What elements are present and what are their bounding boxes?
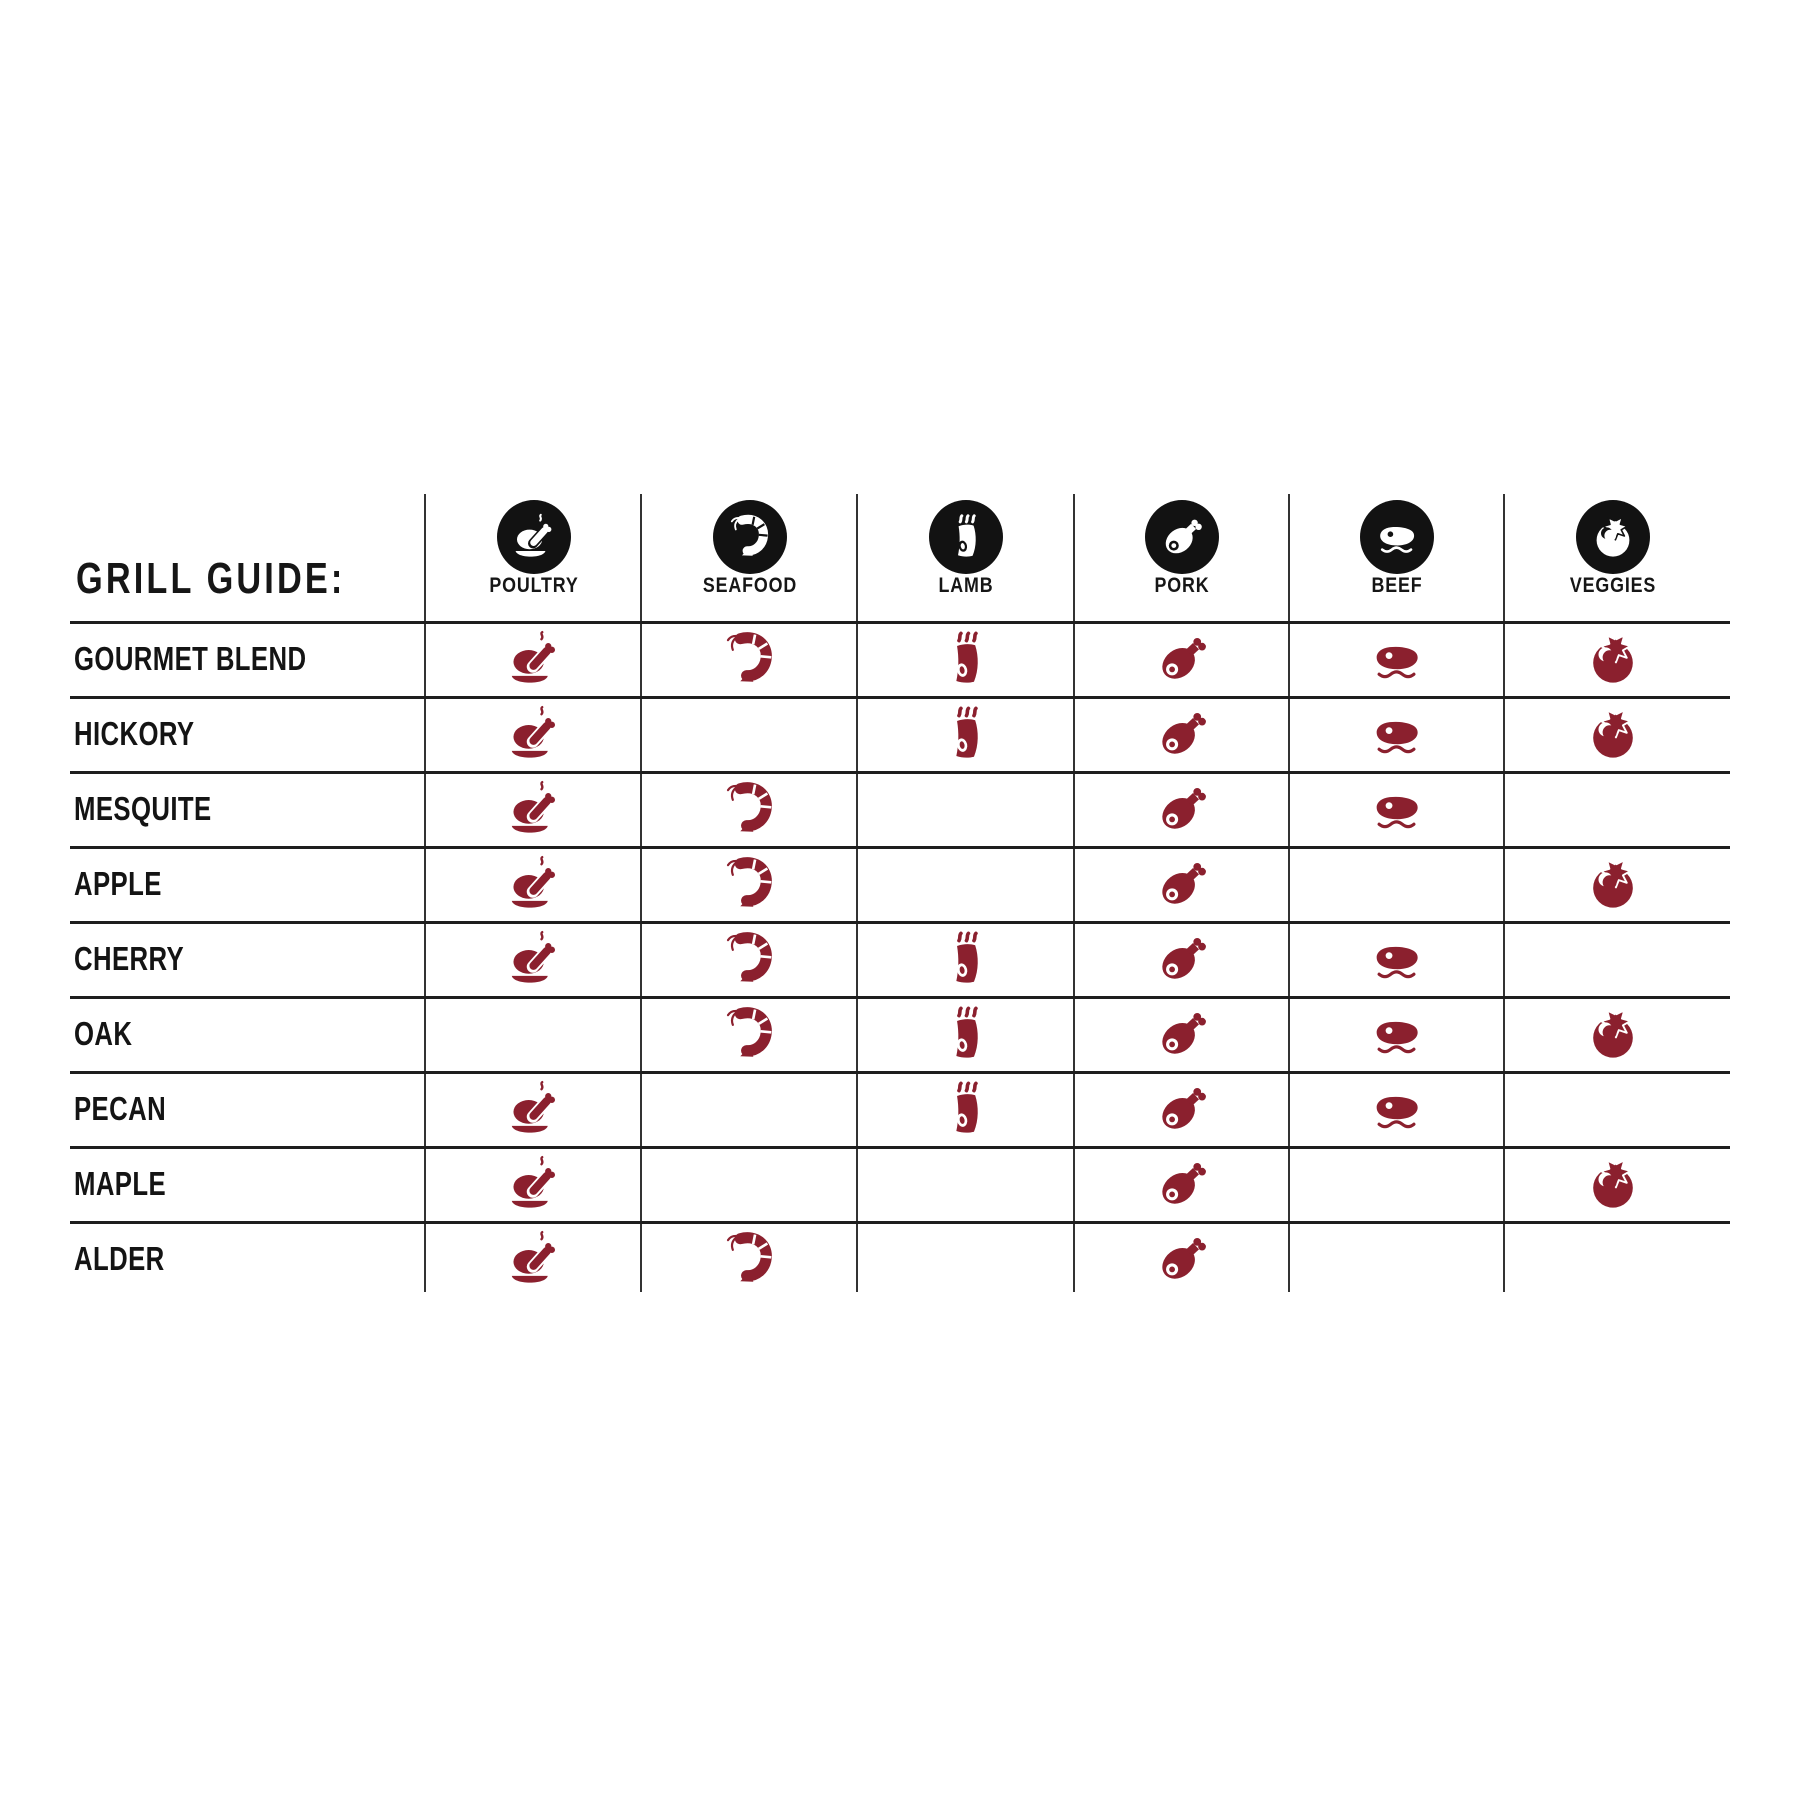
grid-line-horizontal [70,846,1730,849]
veggies-tomato-icon [1584,855,1642,913]
row-label-gourmet-blend: GOURMET BLEND [74,639,307,677]
column-label-lamb: LAMB [938,574,994,597]
poultry-roast-chicken-icon [510,513,558,561]
pork-ham-icon [1153,1080,1211,1138]
beef-steak-icon [1368,630,1426,688]
seafood-shrimp-icon [721,630,779,688]
poultry-roast-chicken-icon [505,630,563,688]
row-label-alder: ALDER [74,1239,165,1277]
beef-steak-icon [1368,1080,1426,1138]
pork-ham-icon [1153,1155,1211,1213]
lamb-chops-icon [942,513,990,561]
column-label-poultry: POULTRY [489,574,579,597]
column-label-pork: PORK [1154,574,1210,597]
grid-line-horizontal [70,921,1730,924]
poultry-roast-chicken-icon [505,930,563,988]
column-label-seafood: SEAFOOD [702,574,798,597]
veggies-tomato-icon [1584,630,1642,688]
poultry-roast-chicken-icon [505,705,563,763]
grid-line-vertical [856,494,858,1292]
grid-line-vertical [1288,494,1290,1292]
row-label-cherry: CHERRY [74,939,185,977]
page-title: GRILL GUIDE: [76,554,346,603]
seafood-shrimp-icon [721,1005,779,1063]
seafood-shrimp-icon [721,855,779,913]
lamb-chops-icon [937,1005,995,1063]
column-label-beef: BEEF [1371,574,1423,597]
grid-line-horizontal [70,621,1730,624]
lamb-chops-icon [937,705,995,763]
pork-ham-icon [1153,1005,1211,1063]
beef-steak-icon [1373,513,1421,561]
grid-line-horizontal [70,1071,1730,1074]
veggies-tomato-icon [1584,705,1642,763]
lamb-chops-icon [937,630,995,688]
beef-steak-icon [1368,1005,1426,1063]
pork-ham-icon [1153,630,1211,688]
beef-steak-icon [1368,930,1426,988]
poultry-roast-chicken-icon [505,1155,563,1213]
veggies-tomato-icon [1584,1155,1642,1213]
poultry-roast-chicken-icon [505,1230,563,1288]
column-header-badge-veggies [1576,500,1650,574]
poultry-roast-chicken-icon [505,1080,563,1138]
column-label-veggies: VEGGIES [1569,574,1657,597]
column-header-badge-poultry [497,500,571,574]
pork-ham-icon [1153,780,1211,838]
pork-ham-icon [1153,855,1211,913]
row-label-apple: APPLE [74,864,162,902]
grid-line-horizontal [70,1146,1730,1149]
veggies-tomato-icon [1584,1005,1642,1063]
row-label-oak: OAK [74,1014,133,1052]
row-label-hickory: HICKORY [74,714,195,752]
row-label-mesquite: MESQUITE [74,789,212,827]
seafood-shrimp-icon [721,1230,779,1288]
seafood-shrimp-icon [726,513,774,561]
grid-line-horizontal [70,771,1730,774]
pork-ham-icon [1153,705,1211,763]
pork-ham-icon [1158,513,1206,561]
poultry-roast-chicken-icon [505,780,563,838]
grid-line-vertical [424,494,426,1292]
grid-line-vertical [640,494,642,1292]
column-header-badge-seafood [713,500,787,574]
column-header-badge-lamb [929,500,1003,574]
pork-ham-icon [1153,930,1211,988]
grid-line-vertical [1073,494,1075,1292]
lamb-chops-icon [937,1080,995,1138]
row-label-pecan: PECAN [74,1089,167,1127]
grid-line-horizontal [70,996,1730,999]
column-header-badge-beef [1360,500,1434,574]
seafood-shrimp-icon [721,930,779,988]
pork-ham-icon [1153,1230,1211,1288]
grid-line-vertical [1503,494,1505,1292]
beef-steak-icon [1368,705,1426,763]
veggies-tomato-icon [1589,513,1637,561]
poultry-roast-chicken-icon [505,855,563,913]
grid-line-horizontal [70,696,1730,699]
seafood-shrimp-icon [721,780,779,838]
grid-line-horizontal [70,1221,1730,1224]
lamb-chops-icon [937,930,995,988]
beef-steak-icon [1368,780,1426,838]
column-header-badge-pork [1145,500,1219,574]
row-label-maple: MAPLE [74,1164,167,1202]
